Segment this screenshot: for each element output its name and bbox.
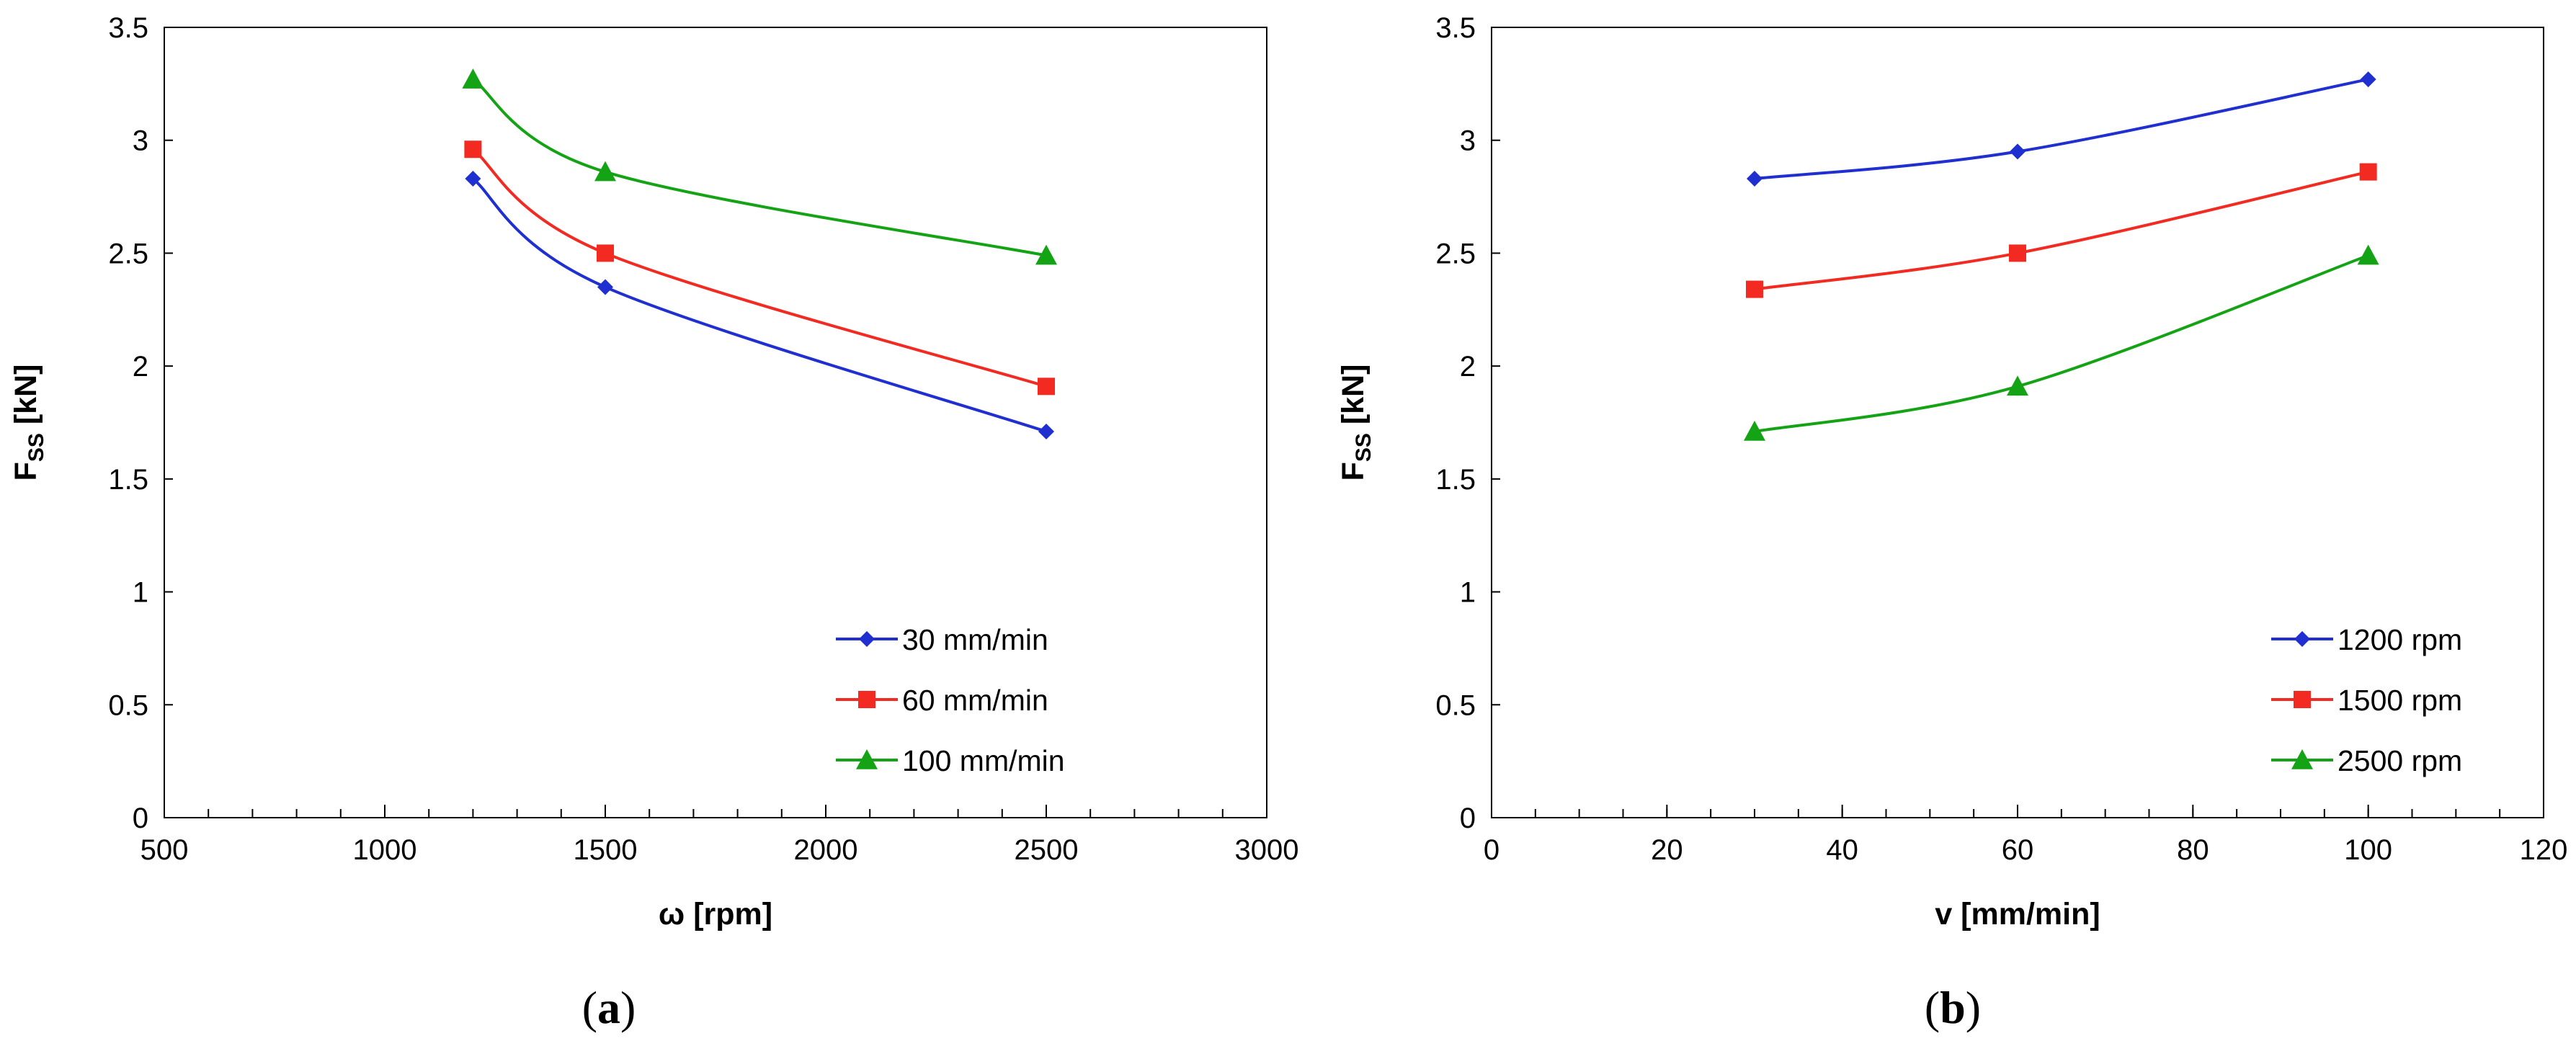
legend-marker-100-mm-min <box>856 749 878 769</box>
panel-caption-a: (a) <box>582 982 636 1033</box>
x-tick-label: 1500 <box>574 834 638 866</box>
x-tick-label: 2000 <box>794 834 858 866</box>
data-point-1200-rpm <box>1747 170 1762 187</box>
data-point-100-mm-min <box>594 161 616 182</box>
data-point-30-mm-min <box>597 279 613 295</box>
data-point-100-mm-min <box>1035 244 1057 265</box>
y-tick-label: 3 <box>1460 125 1476 157</box>
series-line-30-mm-min <box>472 177 1047 433</box>
legend-label-1200-rpm: 1200 rpm <box>2337 623 2462 656</box>
x-tick-label: 500 <box>141 834 189 866</box>
data-point-2500-rpm <box>2357 244 2379 265</box>
data-point-60-mm-min <box>597 244 614 262</box>
y-axis-title-main: F <box>1336 462 1371 481</box>
legend-marker-1500-rpm <box>2294 691 2311 708</box>
data-point-1500-rpm <box>1746 280 1763 298</box>
panel-caption-letter: b <box>1940 982 1966 1033</box>
x-tick-label: 20 <box>1651 834 1683 866</box>
y-tick-label: 1.5 <box>1435 464 1476 496</box>
x-tick-label: 60 <box>2002 834 2034 866</box>
y-tick-label: 2 <box>133 351 148 383</box>
y-tick-label: 0.5 <box>108 689 148 721</box>
legend-marker-60-mm-min <box>858 691 875 708</box>
x-tick-label: 120 <box>2520 834 2568 866</box>
y-tick-label: 1.5 <box>108 464 148 496</box>
y-axis-title-unit: [kN] <box>1336 365 1371 434</box>
y-tick-label: 0 <box>133 803 148 834</box>
data-point-60-mm-min <box>464 140 482 158</box>
x-tick-label: 40 <box>1826 834 1858 866</box>
panel-caption-b: (b) <box>1925 982 1981 1033</box>
data-point-1500-rpm <box>2359 163 2377 181</box>
y-tick-label: 2.5 <box>108 238 148 269</box>
y-axis-title-main: F <box>9 462 43 481</box>
y-tick-label: 1 <box>133 577 148 609</box>
y-tick-label: 2.5 <box>1435 238 1476 269</box>
chart-panel-b: 0 0.5 1 1.5 2 2.5 3 3.5 0 20 40 60 80 100 120 v [mm/min… <box>1336 12 2567 1033</box>
series-line-1500-rpm <box>1754 170 2369 291</box>
x-tick-label: 0 <box>1484 834 1499 866</box>
data-point-2500-rpm <box>2007 375 2028 396</box>
series-line-60-mm-min <box>472 148 1047 388</box>
legend-marker-2500-rpm <box>2291 749 2313 769</box>
data-point-1200-rpm <box>2010 143 2025 160</box>
y-axis-title: FSS [kN] <box>1336 365 1376 481</box>
data-point-30-mm-min <box>1038 424 1054 440</box>
data-point-60-mm-min <box>1038 377 1055 396</box>
y-axis-title-subscript: SS <box>1352 433 1376 462</box>
y-tick-label: 0 <box>1460 803 1476 834</box>
data-point-100-mm-min <box>462 68 484 89</box>
x-axis-title: ω [rpm] <box>659 897 772 931</box>
series-line-100-mm-min <box>472 78 1047 257</box>
series-line-2500-rpm <box>1754 254 2369 434</box>
legend-label-100-mm-min: 100 mm/min <box>902 744 1065 777</box>
data-point-1500-rpm <box>2009 244 2026 262</box>
legend-marker-1200-rpm <box>2294 631 2310 647</box>
x-tick-label: 2500 <box>1015 834 1079 866</box>
y-axis-title: FSS [kN] <box>9 365 48 481</box>
y-tick-label: 0.5 <box>1435 689 1476 721</box>
legend-label-2500-rpm: 2500 rpm <box>2337 744 2462 777</box>
y-axis-title-subscript: SS <box>24 433 48 462</box>
data-point-1200-rpm <box>2360 71 2376 88</box>
panel-caption-letter: a <box>597 982 620 1033</box>
x-axis-title: v [mm/min] <box>1935 897 2100 931</box>
y-tick-label: 3.5 <box>1435 12 1476 44</box>
plot-area-frame <box>164 27 1267 818</box>
y-tick-label: 1 <box>1460 577 1476 609</box>
series-line-1200-rpm <box>1754 78 2369 180</box>
y-tick-label: 3 <box>133 125 148 157</box>
data-point-30-mm-min <box>465 170 481 187</box>
legend-label-30-mm-min: 30 mm/min <box>902 623 1048 656</box>
data-point-2500-rpm <box>1744 421 1765 441</box>
x-tick-label: 3000 <box>1235 834 1299 866</box>
y-axis-title-unit: [kN] <box>9 365 43 434</box>
legend-label-60-mm-min: 60 mm/min <box>902 684 1048 717</box>
legend-label-1500-rpm: 1500 rpm <box>2337 684 2462 717</box>
chart-panel-a: 0 0.5 1 1.5 2 2.5 3 3.5 500 1000 1500 2000 2500 3000 ω… <box>9 12 1298 1033</box>
y-tick-label: 3.5 <box>108 12 148 44</box>
legend-marker-30-mm-min <box>859 631 875 647</box>
x-tick-label: 1000 <box>353 834 417 866</box>
x-tick-label: 100 <box>2344 834 2392 866</box>
x-tick-label: 80 <box>2177 834 2209 866</box>
y-tick-label: 2 <box>1460 351 1476 383</box>
